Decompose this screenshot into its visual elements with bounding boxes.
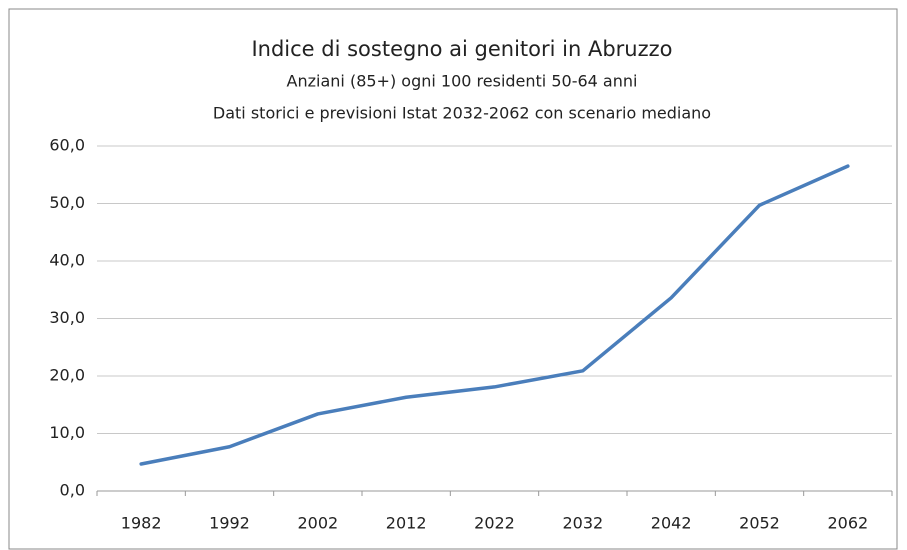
chart-subtitle: Dati storici e previsioni Istat 2032-206… [213,104,711,123]
chart-subtitle: Anziani (85+) ogni 100 residenti 50-64 a… [287,72,638,91]
y-tick-label: 0,0 [60,481,85,500]
x-tick-label: 2052 [739,514,780,533]
x-tick-label: 1982 [121,514,162,533]
x-tick-label: 1992 [209,514,250,533]
chart-title: Indice di sostegno ai genitori in Abruzz… [251,37,672,61]
y-tick-label: 10,0 [49,423,85,442]
x-tick-label: 2002 [297,514,338,533]
y-tick-label: 40,0 [49,251,85,270]
y-tick-label: 20,0 [49,366,85,385]
x-tick-label: 2012 [386,514,427,533]
x-tick-label: 2062 [827,514,868,533]
x-tick-label: 2032 [562,514,603,533]
line-series [139,164,850,466]
chart-frame [8,8,898,550]
x-tick-label: 2022 [474,514,515,533]
x-tick-label: 2042 [651,514,692,533]
y-tick-label: 50,0 [49,193,85,212]
y-tick-label: 30,0 [49,308,85,327]
y-tick-label: 60,0 [49,136,85,155]
